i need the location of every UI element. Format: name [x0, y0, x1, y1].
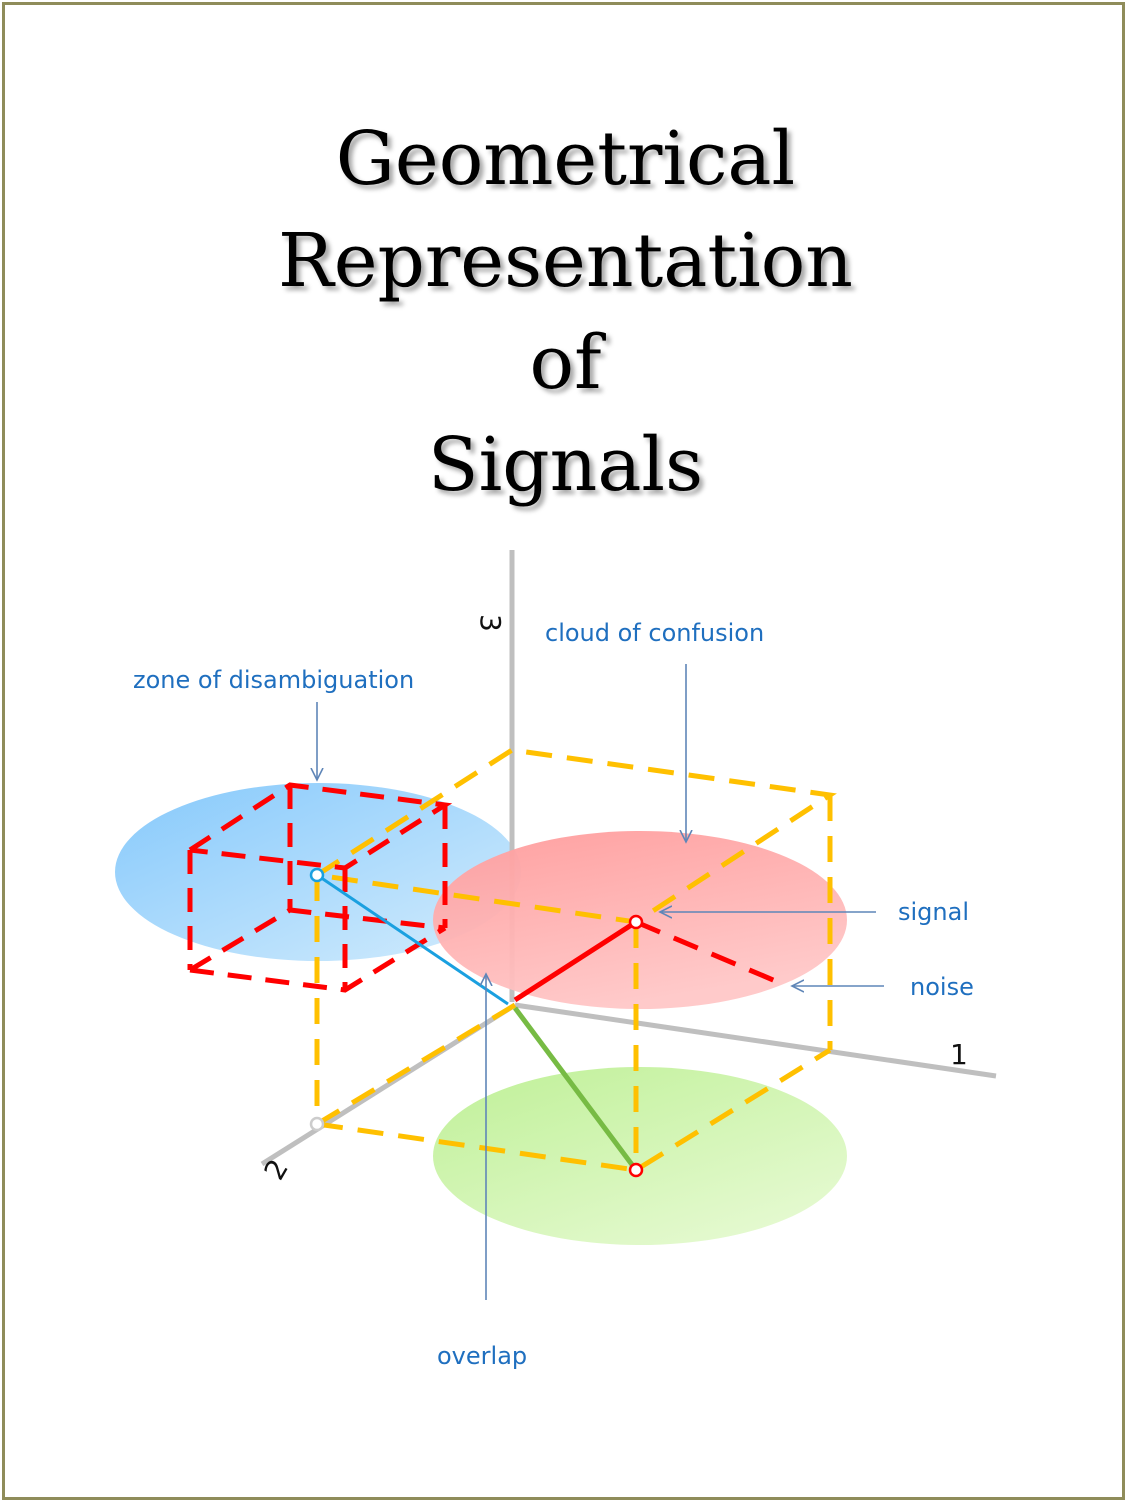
green-cloud — [433, 1067, 847, 1245]
projection-box — [314, 747, 837, 1173]
axis-1-label: 1 — [950, 1038, 968, 1071]
annotation-arrows — [317, 664, 884, 1300]
axis-3-label: 3 — [474, 614, 507, 632]
title-line-3: of — [529, 320, 602, 406]
signal-vector — [513, 919, 638, 1003]
projection-vector — [512, 1006, 639, 1172]
page-title: Geometrical Representation of Signals — [0, 108, 1131, 516]
title-line-4: Signals — [427, 422, 704, 508]
noise-dashes — [635, 919, 786, 988]
title-line-1: Geometrical — [335, 116, 796, 202]
signal-point — [628, 914, 644, 930]
overlap-line — [316, 873, 509, 1006]
disambiguation-cube — [187, 782, 453, 993]
signal-label: signal — [898, 898, 969, 926]
axis-2-point — [309, 1116, 325, 1132]
axis-1-line — [514, 1002, 997, 1079]
axis-2-label: 2 — [257, 1154, 294, 1186]
cloud-label: cloud of confusion — [545, 619, 764, 647]
zone-point — [309, 867, 325, 883]
noise-label: noise — [910, 973, 974, 1001]
projection-point — [628, 1162, 644, 1178]
zone-label: zone of disambiguation — [133, 666, 414, 694]
overlap-label: overlap — [437, 1342, 527, 1370]
title-line-2: Representation — [278, 218, 853, 304]
